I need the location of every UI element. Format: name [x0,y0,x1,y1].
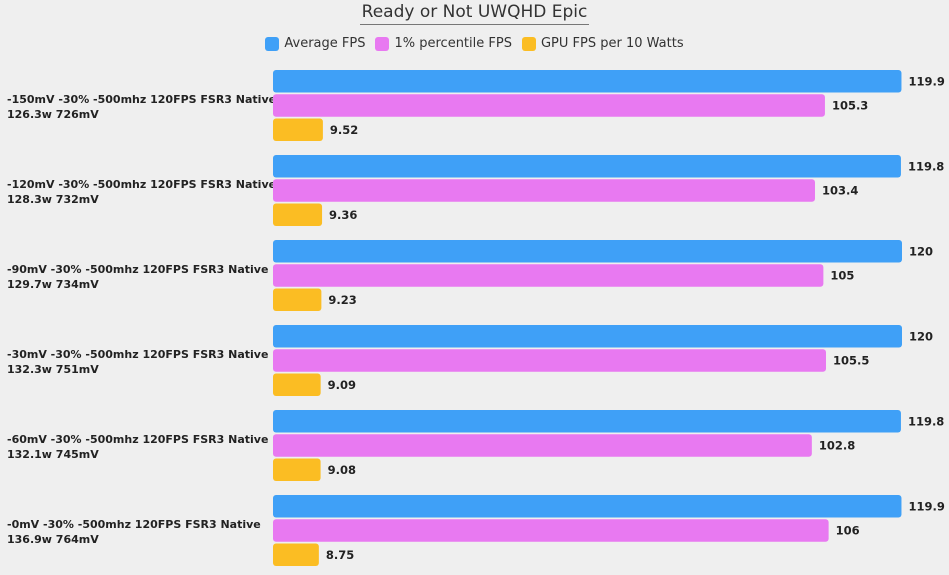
category-label: -0mV -30% -500mhz 120FPS FSR3 Native 136.… [7,518,261,546]
bar[interactable] [273,203,323,227]
data-label: 120 [909,329,933,343]
legend-item[interactable]: Average FPS [265,36,365,51]
bar[interactable] [273,349,826,372]
bar[interactable] [273,495,902,518]
bar[interactable] [273,240,902,263]
category-label-line: 126.3w 726mV [7,108,99,121]
category-label-line: -60mV -30% -500mhz 120FPS FSR3 Native [7,433,268,446]
category-label: -60mV -30% -500mhz 120FPS FSR3 Native 132… [7,433,268,461]
legend-label: 1% percentile FPS [394,36,512,51]
data-label: 119.8 [908,414,944,428]
category-label-line: -90mV -30% -500mhz 120FPS FSR3 Native [7,263,268,276]
data-label: 9.09 [328,378,356,392]
legend-label: Average FPS [284,36,366,51]
legend-swatch [375,36,390,51]
data-label: 9.52 [330,123,358,137]
bar[interactable] [273,155,901,178]
data-label: 105.5 [833,354,869,368]
data-label: 9.23 [328,293,356,307]
category-label-line: 132.1w 745mV [7,448,99,461]
data-label: 103.4 [822,184,858,198]
category-label: -150mV -30% -500mhz 120FPS FSR3 Native 12… [7,93,276,121]
category-label-line: 136.9w 764mV [7,533,99,546]
category-label-line: 132.3w 751mV [7,363,99,376]
bar[interactable] [273,325,902,348]
data-label: 119.9 [908,499,944,513]
bar[interactable] [273,118,323,142]
legend: Average FPS 1% percentile FPS GPU FPS per … [0,36,949,51]
legend-item[interactable]: GPU FPS per 10 Watts [521,36,684,51]
legend-label: GPU FPS per 10 Watts [540,36,684,51]
bar[interactable] [273,373,321,397]
category-label-line: -120mV -30% -500mhz 120FPS FSR3 Native [7,178,276,191]
category-label-line: -0mV -30% -500mhz 120FPS FSR3 Native [7,518,261,531]
legend-swatch [265,36,280,51]
data-label: 9.08 [328,463,356,477]
bar[interactable] [273,434,812,457]
bar[interactable] [273,70,902,93]
legend-swatch [521,36,536,51]
category-label-line: -30mV -30% -500mhz 120FPS FSR3 Native [7,348,268,361]
category-label-line: -150mV -30% -500mhz 120FPS FSR3 Native [7,93,276,106]
bar[interactable] [273,543,319,567]
legend-item[interactable]: 1% percentile FPS [375,36,512,51]
data-label: 106 [836,524,860,538]
data-label: 120 [909,244,933,258]
category-label-line: 129.7w 734mV [7,278,99,291]
data-label: 105.3 [832,99,868,113]
bar[interactable] [273,458,321,482]
data-label: 119.8 [908,159,944,173]
chart-title: Ready or Not UWQHD Epic [0,2,949,25]
category-label: -120mV -30% -500mhz 120FPS FSR3 Native 12… [7,178,276,206]
category-label: -90mV -30% -500mhz 120FPS FSR3 Native 129… [7,263,268,291]
bar[interactable] [273,94,825,117]
data-label: 8.75 [326,548,354,562]
data-label: 105 [830,269,854,283]
category-label-line: 128.3w 732mV [7,193,99,206]
data-label: 119.9 [908,74,944,88]
bar[interactable] [273,288,322,312]
data-label: 102.8 [819,439,855,453]
bar[interactable] [273,179,815,202]
category-label: -30mV -30% -500mhz 120FPS FSR3 Native 132… [7,348,268,376]
bar[interactable] [273,519,829,542]
data-label: 9.36 [329,208,357,222]
bar[interactable] [273,410,901,433]
bar[interactable] [273,264,824,287]
